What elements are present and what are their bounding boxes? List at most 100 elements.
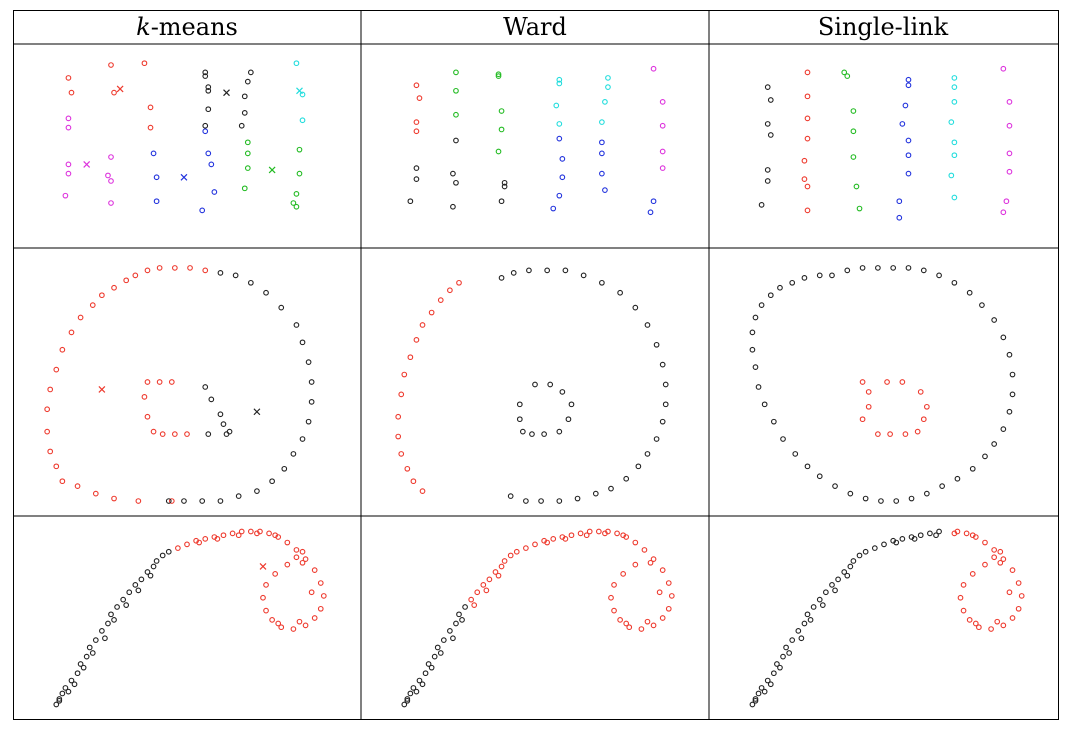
data-point — [56, 697, 63, 704]
data-point — [269, 616, 275, 623]
data-point — [413, 119, 420, 125]
data-point — [850, 154, 857, 160]
data-point — [951, 152, 958, 159]
data-point — [764, 84, 771, 90]
data-point — [819, 602, 826, 608]
data-point — [202, 267, 209, 274]
data-point — [982, 539, 988, 546]
data-point — [519, 428, 526, 435]
data-point — [550, 536, 557, 542]
data-point — [923, 490, 930, 497]
data-point — [413, 165, 420, 171]
data-point — [247, 69, 254, 76]
data-point — [220, 421, 227, 428]
data-point — [599, 279, 605, 286]
data-point — [217, 498, 224, 504]
scatter-panel — [749, 528, 1025, 708]
data-point — [199, 207, 206, 214]
data-point — [795, 628, 802, 634]
data-point — [516, 416, 523, 423]
data-point — [804, 135, 811, 142]
data-point — [758, 685, 765, 691]
data-point — [853, 183, 860, 190]
data-point — [453, 87, 459, 94]
data-point — [181, 498, 187, 504]
data-point — [495, 71, 502, 78]
data-point — [71, 681, 78, 688]
data-point — [147, 124, 154, 131]
data-point — [662, 401, 669, 408]
data-point — [290, 626, 297, 632]
data-point — [516, 401, 523, 408]
data-point — [659, 418, 666, 425]
data-point — [608, 485, 614, 492]
data-point — [595, 528, 602, 535]
data-point — [108, 178, 114, 184]
data-point — [299, 436, 306, 442]
data-point — [308, 379, 315, 385]
data-point — [150, 428, 157, 435]
data-point — [644, 618, 651, 625]
data-point — [437, 650, 444, 656]
data-point — [1000, 334, 1007, 341]
data-point — [410, 685, 417, 691]
data-point — [123, 277, 130, 284]
data-point — [168, 379, 175, 385]
data-point — [789, 279, 796, 286]
data-point — [404, 465, 411, 472]
data-point — [65, 115, 72, 122]
data-point — [501, 179, 508, 186]
data-point — [241, 110, 248, 116]
centroid-marker — [253, 408, 261, 416]
data-point — [887, 431, 893, 437]
data-point — [165, 498, 172, 504]
data-point — [599, 170, 605, 177]
data-point — [229, 530, 236, 537]
data-point — [153, 558, 160, 564]
data-point — [247, 528, 254, 535]
data-point — [529, 431, 535, 437]
data-point — [144, 413, 151, 420]
data-point — [202, 384, 209, 390]
centroid-marker — [296, 87, 303, 95]
data-point — [156, 265, 163, 271]
data-point — [786, 650, 792, 656]
data-point — [862, 495, 869, 502]
data-point — [320, 593, 327, 599]
data-point — [495, 73, 502, 79]
data-point — [507, 493, 514, 499]
data-point — [83, 653, 90, 660]
data-point — [501, 183, 508, 190]
data-point — [413, 128, 420, 135]
data-point — [278, 304, 285, 311]
data-point — [749, 701, 756, 708]
data-point — [1015, 580, 1022, 586]
data-point — [153, 174, 160, 181]
data-point — [668, 593, 675, 599]
data-point — [293, 322, 300, 328]
data-point — [1003, 198, 1010, 205]
data-point — [850, 558, 857, 564]
data-point — [44, 406, 51, 413]
data-point — [829, 582, 835, 588]
header-single-link: Single-link — [818, 13, 949, 41]
data-point — [407, 198, 414, 205]
data-point — [767, 681, 774, 688]
data-point — [44, 428, 51, 435]
data-point — [653, 341, 660, 348]
data-point — [807, 616, 814, 623]
data-point — [659, 361, 666, 368]
data-point — [47, 448, 54, 455]
data-point — [302, 556, 309, 562]
data-point — [244, 78, 251, 85]
data-point — [159, 552, 166, 559]
data-point — [495, 148, 502, 155]
data-point — [767, 97, 774, 103]
data-point — [165, 548, 172, 555]
data-point — [184, 431, 190, 437]
data-point — [202, 69, 209, 76]
data-point — [777, 284, 783, 291]
data-point — [135, 587, 142, 594]
data-point — [1006, 98, 1013, 105]
data-point — [232, 272, 239, 279]
